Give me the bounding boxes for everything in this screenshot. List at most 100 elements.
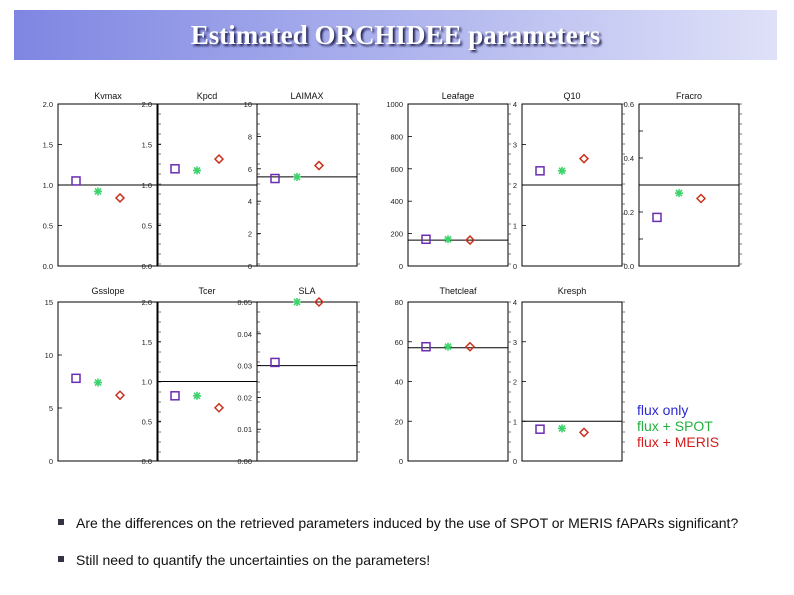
y-tick-label: 0.2 — [624, 208, 634, 217]
bullet-icon — [58, 556, 64, 562]
y-tick-label: 1.5 — [142, 338, 152, 347]
plot-frame — [256, 103, 358, 267]
y-tick-label: 3 — [513, 338, 517, 347]
bullet-item: Are the differences on the retrieved par… — [58, 515, 743, 532]
y-tick-label: 1.5 — [142, 141, 152, 150]
y-tick-label: 0.5 — [142, 222, 152, 231]
y-tick-label: 0 — [399, 457, 403, 466]
bullet-item: Still need to quantify the uncertainties… — [58, 552, 743, 569]
plot-title: Kpcd — [197, 91, 218, 101]
bullet-list: Are the differences on the retrieved par… — [58, 515, 743, 569]
marker-flux-spot — [293, 172, 301, 181]
y-tick-label: 1.0 — [43, 181, 53, 190]
title-bar: Estimated ORCHIDEE parameters — [14, 10, 777, 60]
marker-flux-spot — [293, 298, 301, 306]
legend-flux-only: flux only — [637, 402, 689, 418]
y-tick-label: 15 — [45, 298, 53, 307]
marker-flux-meris — [213, 402, 225, 413]
legend: flux only flux + SPOT flux + MERIS — [637, 402, 719, 450]
y-tick-label: 2.0 — [142, 100, 152, 109]
bullet-text: Are the differences on the retrieved par… — [76, 515, 739, 531]
y-tick-label: 10 — [45, 351, 53, 360]
bullet-icon — [58, 519, 64, 525]
bullet-text: Still need to quantify the uncertainties… — [76, 552, 431, 568]
legend-flux-meris: flux + MERIS — [637, 434, 720, 450]
marker-flux-only — [652, 212, 662, 223]
marker-flux-meris — [313, 160, 325, 171]
y-tick-label: 0.0 — [142, 262, 152, 271]
marker-flux-only — [535, 424, 545, 434]
y-tick-label: 4 — [513, 100, 517, 109]
y-tick-label: 2.0 — [142, 298, 152, 307]
marker-flux-meris — [695, 193, 707, 204]
y-tick-label: 0.4 — [624, 154, 634, 163]
y-tick-label: 600 — [390, 165, 403, 174]
y-tick-label: 1.0 — [142, 181, 152, 190]
y-tick-label: 0.02 — [237, 393, 252, 402]
plot-title: SLA — [298, 286, 315, 296]
marker-flux-meris — [114, 192, 126, 204]
marker-flux-only — [421, 234, 431, 245]
y-tick-label: 0.5 — [142, 417, 152, 426]
plot-title: Leafage — [442, 91, 475, 101]
marker-flux-meris — [578, 427, 590, 438]
marker-flux-meris — [578, 153, 590, 164]
y-tick-label: 0.5 — [43, 222, 53, 231]
marker-flux-spot — [94, 378, 102, 387]
y-tick-label: 40 — [395, 378, 403, 387]
legend-flux-spot: flux + SPOT — [637, 418, 713, 434]
y-tick-label: 800 — [390, 132, 403, 141]
marker-flux-only — [421, 341, 431, 352]
marker-flux-meris — [464, 341, 476, 352]
y-tick-label: 0 — [248, 262, 252, 271]
y-tick-label: 2 — [248, 230, 252, 239]
y-tick-label: 0.01 — [237, 425, 252, 434]
y-tick-label: 4 — [513, 298, 517, 307]
y-tick-label: 0.00 — [237, 457, 252, 466]
plot-title: Q10 — [563, 91, 580, 101]
y-tick-label: 8 — [248, 132, 252, 141]
y-tick-label: 0 — [49, 457, 53, 466]
marker-flux-spot — [675, 189, 683, 198]
marker-flux-spot — [193, 166, 201, 175]
y-tick-label: 0 — [513, 262, 517, 271]
marker-flux-spot — [558, 424, 566, 433]
marker-flux-only — [71, 373, 81, 384]
marker-flux-only — [170, 391, 180, 401]
y-tick-label: 2 — [513, 378, 517, 387]
marker-flux-meris — [213, 154, 225, 165]
plot-title: Kresph — [558, 286, 587, 296]
plot-title: Thetcleaf — [439, 286, 477, 296]
marker-flux-spot — [558, 166, 566, 175]
y-tick-label: 4 — [248, 197, 252, 206]
marker-flux-spot — [193, 391, 201, 400]
plot-title: LAIMAX — [290, 91, 323, 101]
y-tick-label: 1000 — [386, 100, 403, 109]
y-tick-label: 0.03 — [237, 362, 252, 371]
y-tick-label: 0.0 — [624, 262, 634, 271]
y-tick-label: 200 — [390, 230, 403, 239]
marker-flux-only — [270, 173, 280, 184]
marker-flux-meris — [114, 390, 126, 401]
y-tick-label: 1 — [513, 222, 517, 231]
plot-frame — [407, 301, 509, 462]
y-tick-label: 0 — [399, 262, 403, 271]
y-tick-label: 5 — [49, 404, 53, 413]
y-tick-label: 6 — [248, 165, 252, 174]
marker-flux-only — [535, 166, 545, 176]
marker-flux-spot — [444, 235, 452, 244]
y-tick-label: 0.05 — [237, 298, 252, 307]
marker-flux-only — [270, 357, 280, 368]
marker-flux-spot — [444, 342, 452, 351]
y-tick-label: 2 — [513, 181, 517, 190]
y-tick-label: 80 — [395, 298, 403, 307]
marker-flux-only — [170, 164, 180, 174]
y-tick-label: 1.5 — [43, 141, 53, 150]
marker-flux-only — [71, 176, 81, 186]
plot-frame — [521, 301, 623, 462]
slide-title: Estimated ORCHIDEE parameters — [190, 20, 601, 50]
plot-frame — [407, 103, 509, 267]
plot-title: Tcer — [198, 286, 215, 296]
y-tick-label: 1.0 — [142, 378, 152, 387]
y-tick-label: 0.6 — [624, 100, 634, 109]
